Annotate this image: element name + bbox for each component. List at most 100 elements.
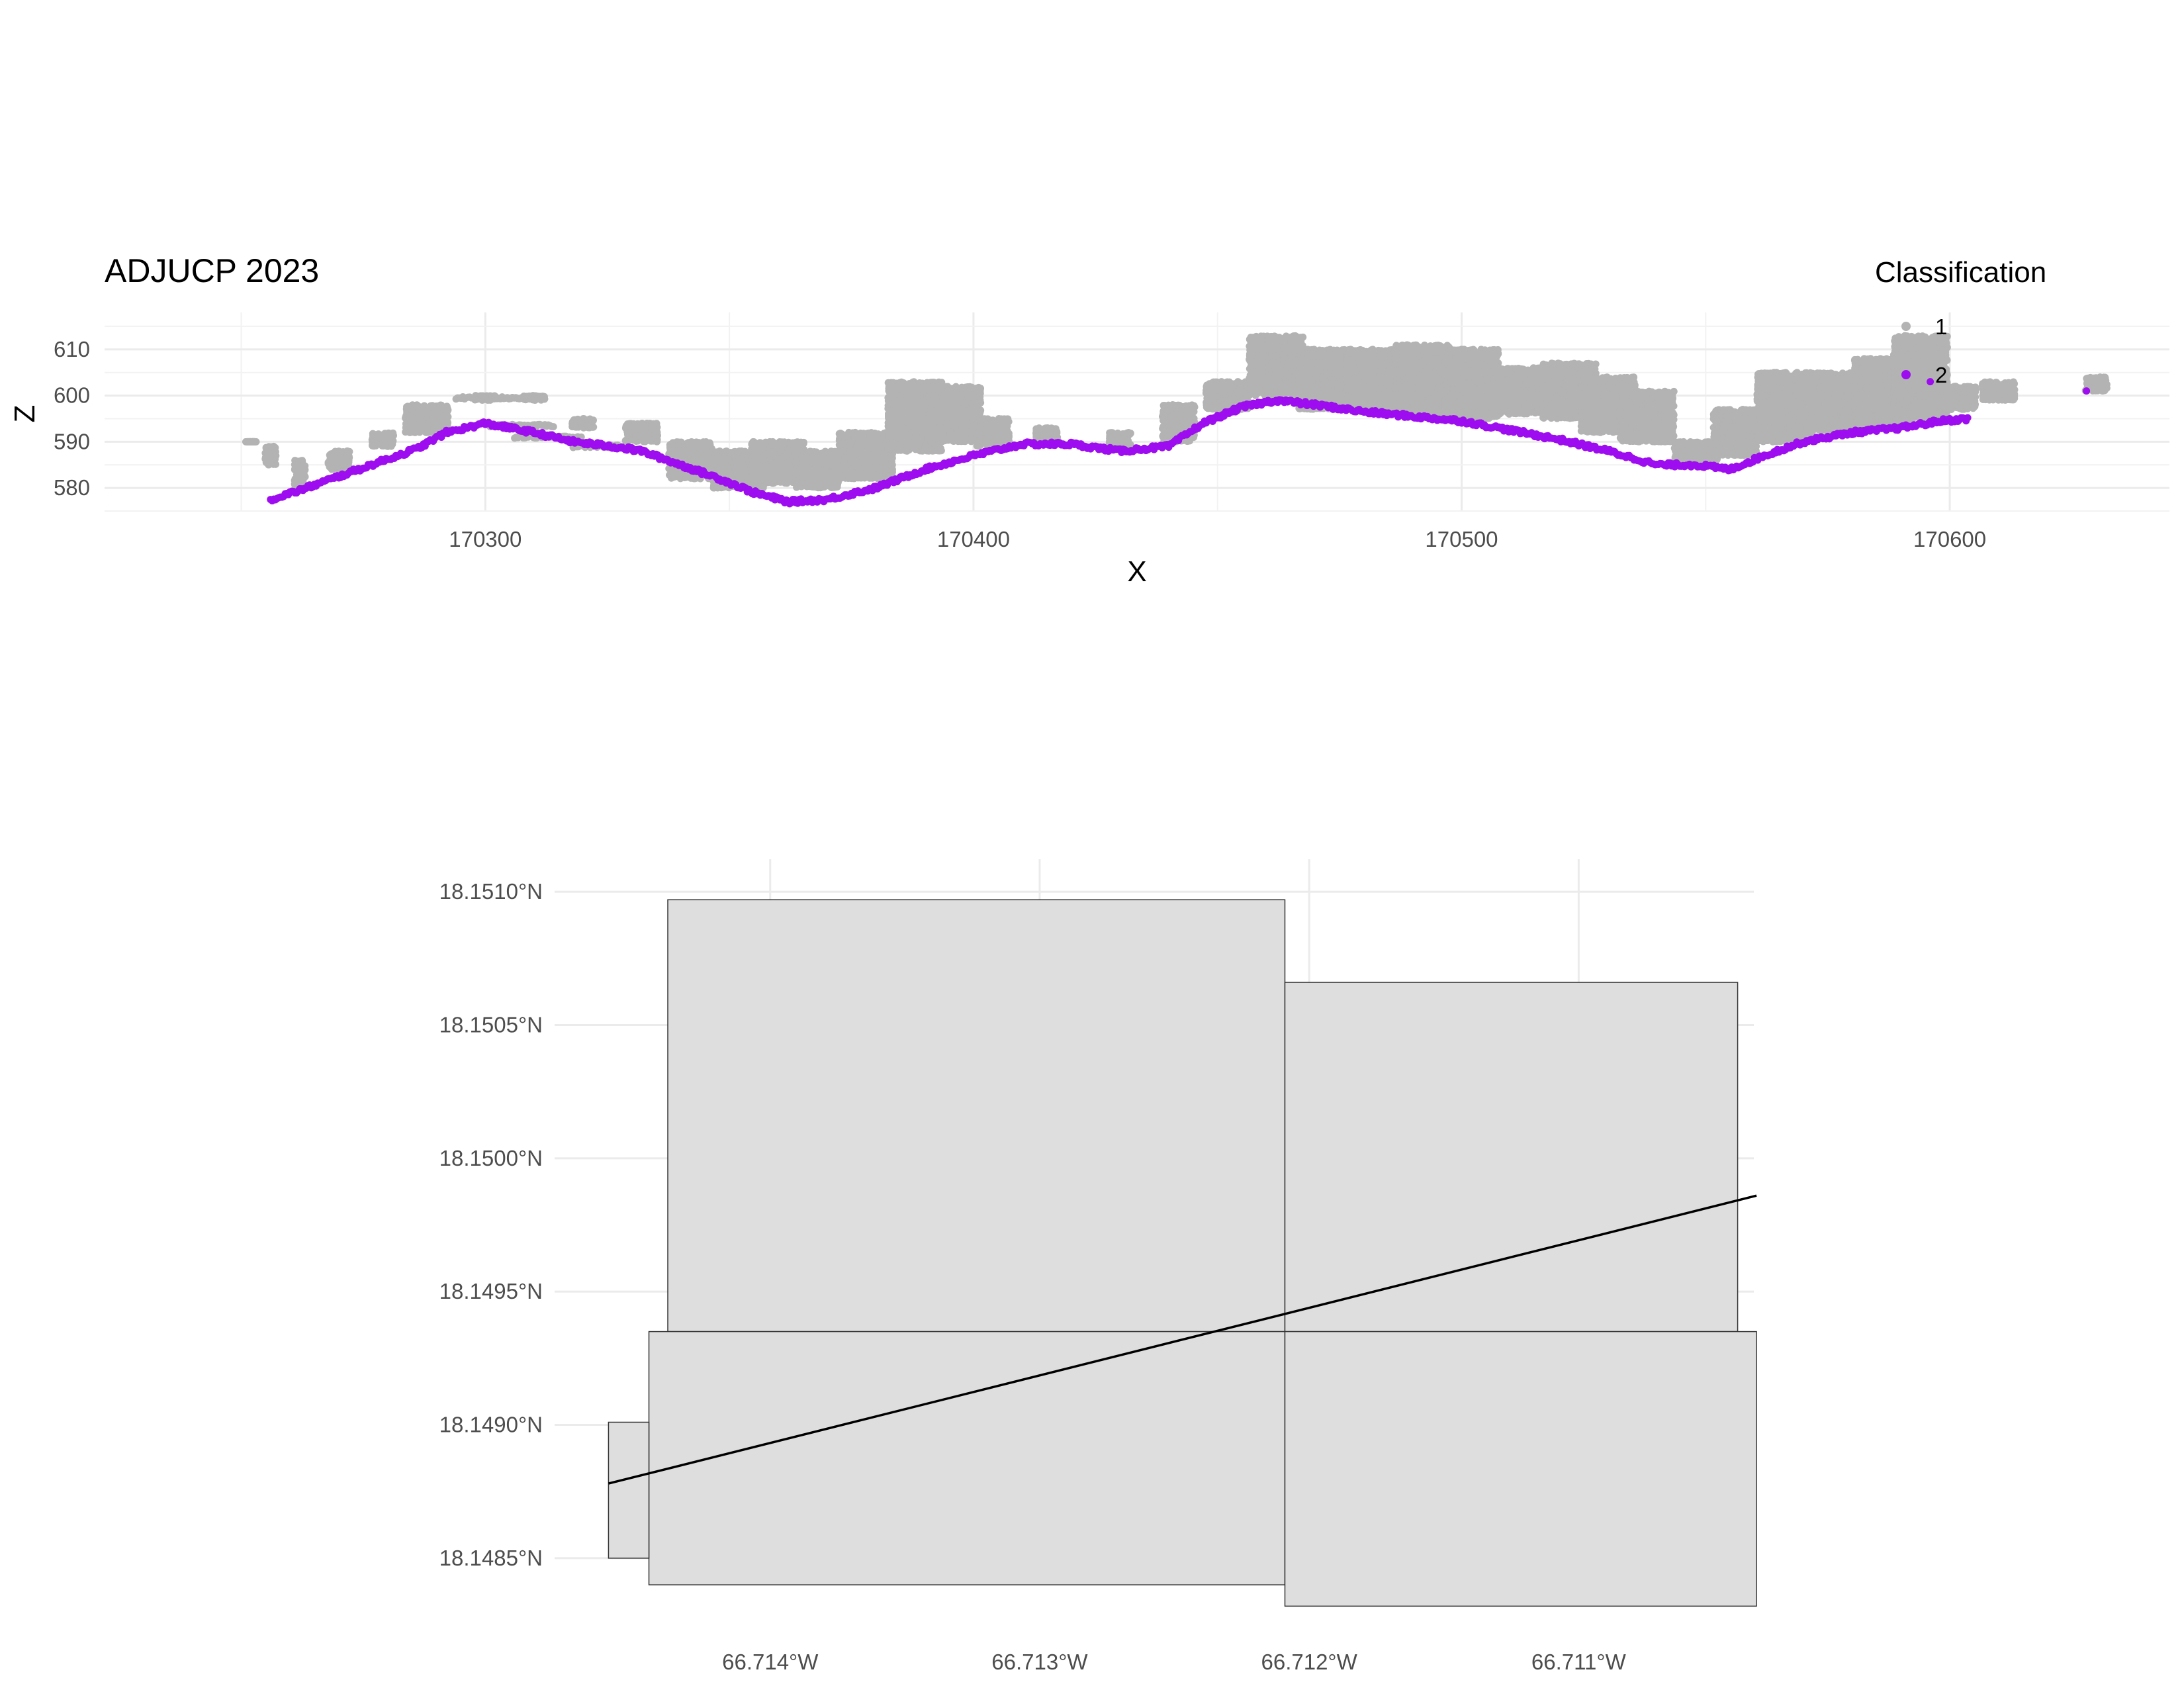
class-1-point	[770, 449, 778, 457]
class-1-point	[871, 464, 879, 472]
class-1-point	[296, 471, 304, 479]
class-1-point	[868, 439, 876, 447]
class-1-point	[797, 475, 805, 483]
class-1-point	[861, 461, 869, 469]
class-1-point	[369, 442, 377, 449]
class-1-point	[733, 449, 741, 457]
class-1-point	[667, 449, 675, 457]
class-1-point	[670, 440, 678, 448]
class-1-point	[873, 432, 881, 440]
class-1-point	[577, 418, 585, 426]
class-1-point	[343, 452, 351, 460]
class-1-point	[436, 420, 444, 428]
class-1-points	[242, 332, 2111, 492]
chart-title: ADJUCP 2023	[105, 252, 319, 289]
class-1-point	[754, 442, 762, 449]
class-1-point	[326, 453, 334, 461]
class-1-point	[332, 457, 340, 465]
class-1-point	[712, 448, 720, 456]
class-1-point	[336, 449, 343, 457]
class-1-point	[632, 433, 640, 441]
class-1-point	[295, 457, 302, 465]
class-1-point	[837, 448, 844, 456]
class-1-point	[429, 402, 437, 410]
class-1-point	[388, 440, 396, 448]
class-1-point	[733, 462, 741, 470]
class-1-point	[406, 428, 414, 436]
class-1-point	[702, 440, 710, 448]
class-1-point	[772, 473, 780, 481]
class-1-point	[837, 442, 844, 449]
class-1-point	[842, 461, 850, 469]
class-1-point	[418, 418, 426, 426]
class-1-point	[687, 447, 695, 455]
point-cloud-panel: ADJUCP 2023 170300 170400 170500 170600 580…	[9, 252, 2169, 588]
class-1-point	[825, 449, 833, 457]
class-1-point	[858, 442, 866, 449]
class-1-point	[648, 421, 656, 429]
class-1-point	[886, 465, 893, 473]
class-1-point	[846, 474, 854, 482]
class-1-point	[271, 444, 279, 451]
class-1-point	[625, 422, 633, 430]
class-1-point	[249, 438, 257, 445]
class-1-point	[823, 471, 831, 479]
class-1-point	[845, 455, 853, 463]
class-1-point	[642, 436, 650, 444]
class-1-point	[341, 458, 349, 466]
class-1-point	[585, 415, 593, 423]
class-1-point	[413, 402, 421, 410]
class-1-point	[851, 434, 859, 442]
class-1-point	[755, 477, 763, 485]
class-1-point	[443, 406, 451, 414]
class-1-point	[329, 465, 337, 473]
class-1-point	[821, 478, 829, 486]
class-1-point	[801, 468, 809, 476]
class-1-point	[749, 465, 756, 473]
class-1-point	[814, 463, 822, 471]
class-1-point	[794, 438, 801, 446]
class-1-point	[403, 404, 411, 412]
class-1-point	[423, 409, 431, 417]
class-1-point	[652, 434, 660, 442]
class-1-point	[688, 440, 696, 447]
class-1-point	[296, 466, 304, 474]
class-1-point	[878, 454, 886, 462]
class-1-point	[786, 445, 794, 453]
class-1-point	[778, 467, 786, 475]
class-1-point	[764, 469, 772, 477]
class-1-point	[433, 413, 441, 421]
class-1-point	[837, 432, 845, 440]
class-1-point	[825, 461, 833, 469]
class-1-point	[670, 473, 678, 481]
class-1-point	[265, 454, 273, 462]
class-1-point	[807, 477, 815, 485]
class-1-point	[813, 455, 821, 463]
class-1-point	[835, 469, 843, 477]
class-1-point	[694, 451, 702, 459]
class-1-point	[815, 471, 823, 479]
class-1-point	[413, 425, 421, 433]
class-1-point	[793, 483, 801, 491]
class-1-point	[265, 444, 273, 451]
class-1-point	[741, 467, 749, 475]
class-1-point	[887, 453, 895, 461]
class-1-point	[727, 470, 735, 478]
class-1-point	[760, 451, 768, 459]
class-1-point	[782, 452, 790, 460]
class-1-point	[780, 460, 788, 468]
class-1-point	[833, 483, 841, 491]
class-1-point	[777, 440, 785, 448]
class-1-point	[442, 414, 450, 422]
class-1-point	[569, 420, 576, 428]
class-1-point	[769, 460, 777, 468]
class-1-point	[696, 439, 704, 447]
class-1-point	[807, 466, 815, 474]
class-1-point	[424, 428, 432, 436]
class-1-point	[373, 431, 381, 439]
class-1-point	[383, 430, 391, 438]
class-1-point	[754, 451, 762, 459]
class-1-point	[784, 477, 792, 485]
class-1-point	[634, 423, 642, 431]
